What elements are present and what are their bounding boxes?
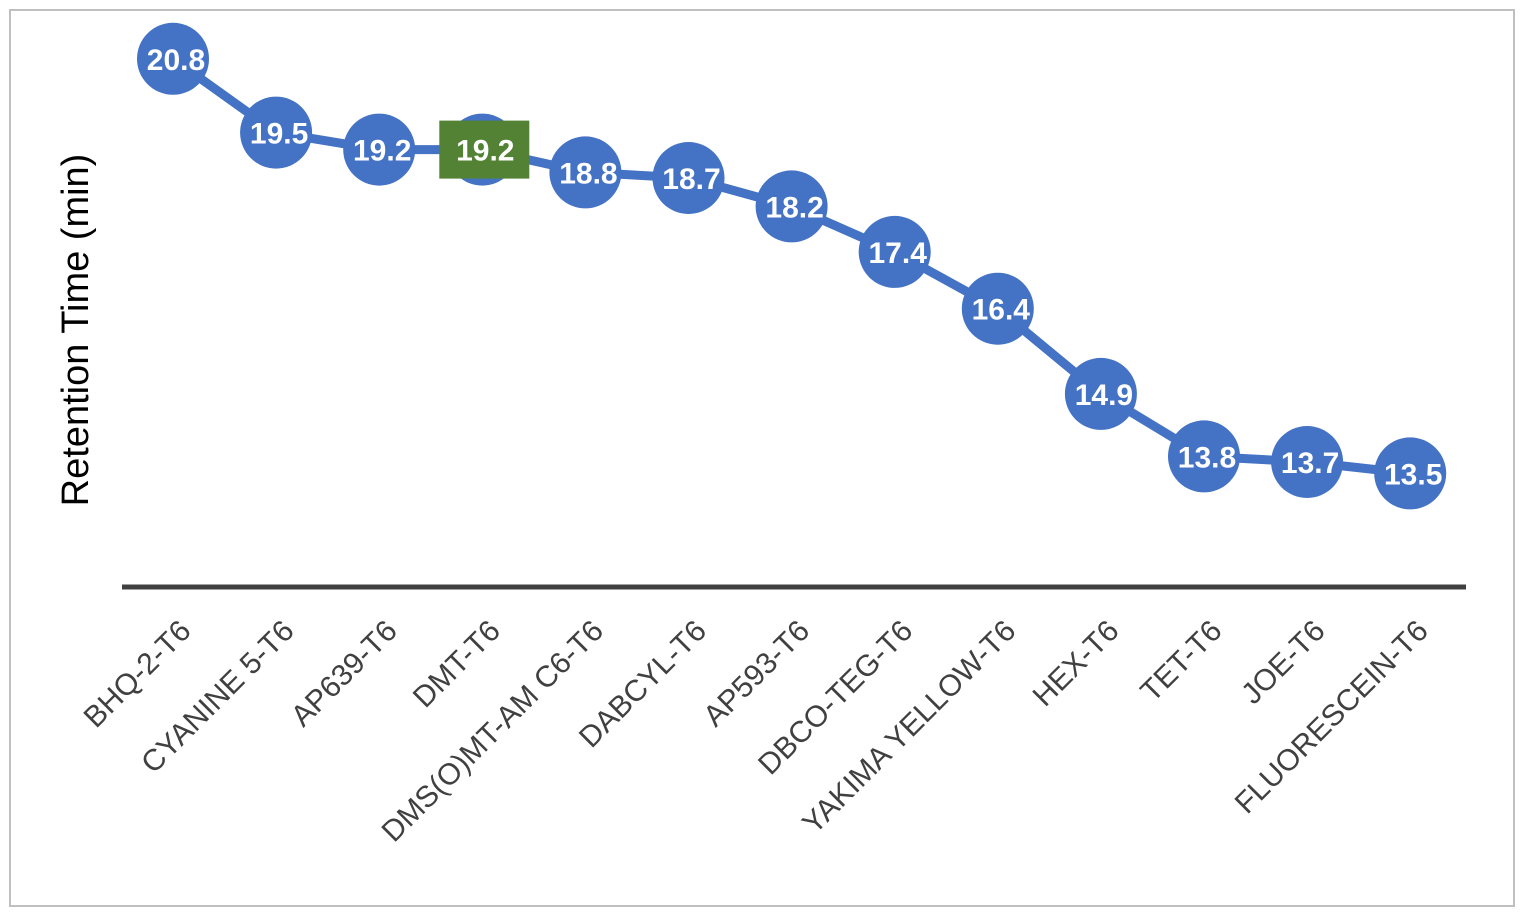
data-label-3: 19.2	[353, 135, 411, 168]
series-marker-layer	[137, 22, 1447, 510]
data-point-5	[549, 136, 622, 209]
x-tick-label-3: AP639-T6	[285, 614, 404, 733]
data-label-2: 19.5	[250, 118, 308, 151]
x-tick-label-11: TET-T6	[1134, 614, 1228, 708]
data-point-11	[1168, 420, 1240, 493]
data-point-3	[343, 113, 416, 186]
x-tick-label-12: JOE-T6	[1235, 614, 1331, 710]
data-point-6	[652, 142, 725, 214]
x-tick-label-4: DMT-T6	[407, 614, 507, 714]
data-label-layer: 20.8 19.5 19.2 19.2 18.8 18.7 18.2 17.4 16.4 14.9…	[147, 44, 1443, 492]
data-label-4: 19.2	[456, 135, 514, 168]
highlight-box	[439, 120, 530, 179]
data-label-10: 14.9	[1075, 379, 1133, 412]
data-point-2	[240, 96, 313, 169]
data-label-5: 18.8	[559, 157, 617, 190]
data-point-1	[137, 22, 209, 95]
data-label-13: 13.5	[1384, 458, 1442, 491]
highlight-layer	[439, 120, 530, 179]
data-label-12: 13.7	[1281, 447, 1339, 480]
data-label-11: 13.8	[1178, 441, 1236, 474]
data-point-7	[755, 170, 828, 243]
data-label-9: 16.4	[972, 294, 1031, 327]
data-point-12	[1271, 426, 1344, 498]
x-tick-label-10: HEX-T6	[1027, 614, 1126, 713]
data-point-9	[961, 272, 1034, 345]
data-label-6: 18.7	[662, 163, 720, 196]
data-label-1: 20.8	[147, 44, 205, 77]
data-label-7: 18.2	[765, 191, 823, 224]
data-point-10	[1064, 357, 1137, 430]
x-tick-label-9: YAKIMA YELLOW-T6	[796, 614, 1022, 840]
y-axis-title: Retention Time (min)	[55, 154, 97, 507]
data-point-13	[1374, 437, 1447, 510]
data-point-8	[858, 215, 931, 288]
x-tick-label-13: FLUORESCEIN-T6	[1229, 614, 1435, 820]
data-label-8: 17.4	[869, 237, 928, 270]
